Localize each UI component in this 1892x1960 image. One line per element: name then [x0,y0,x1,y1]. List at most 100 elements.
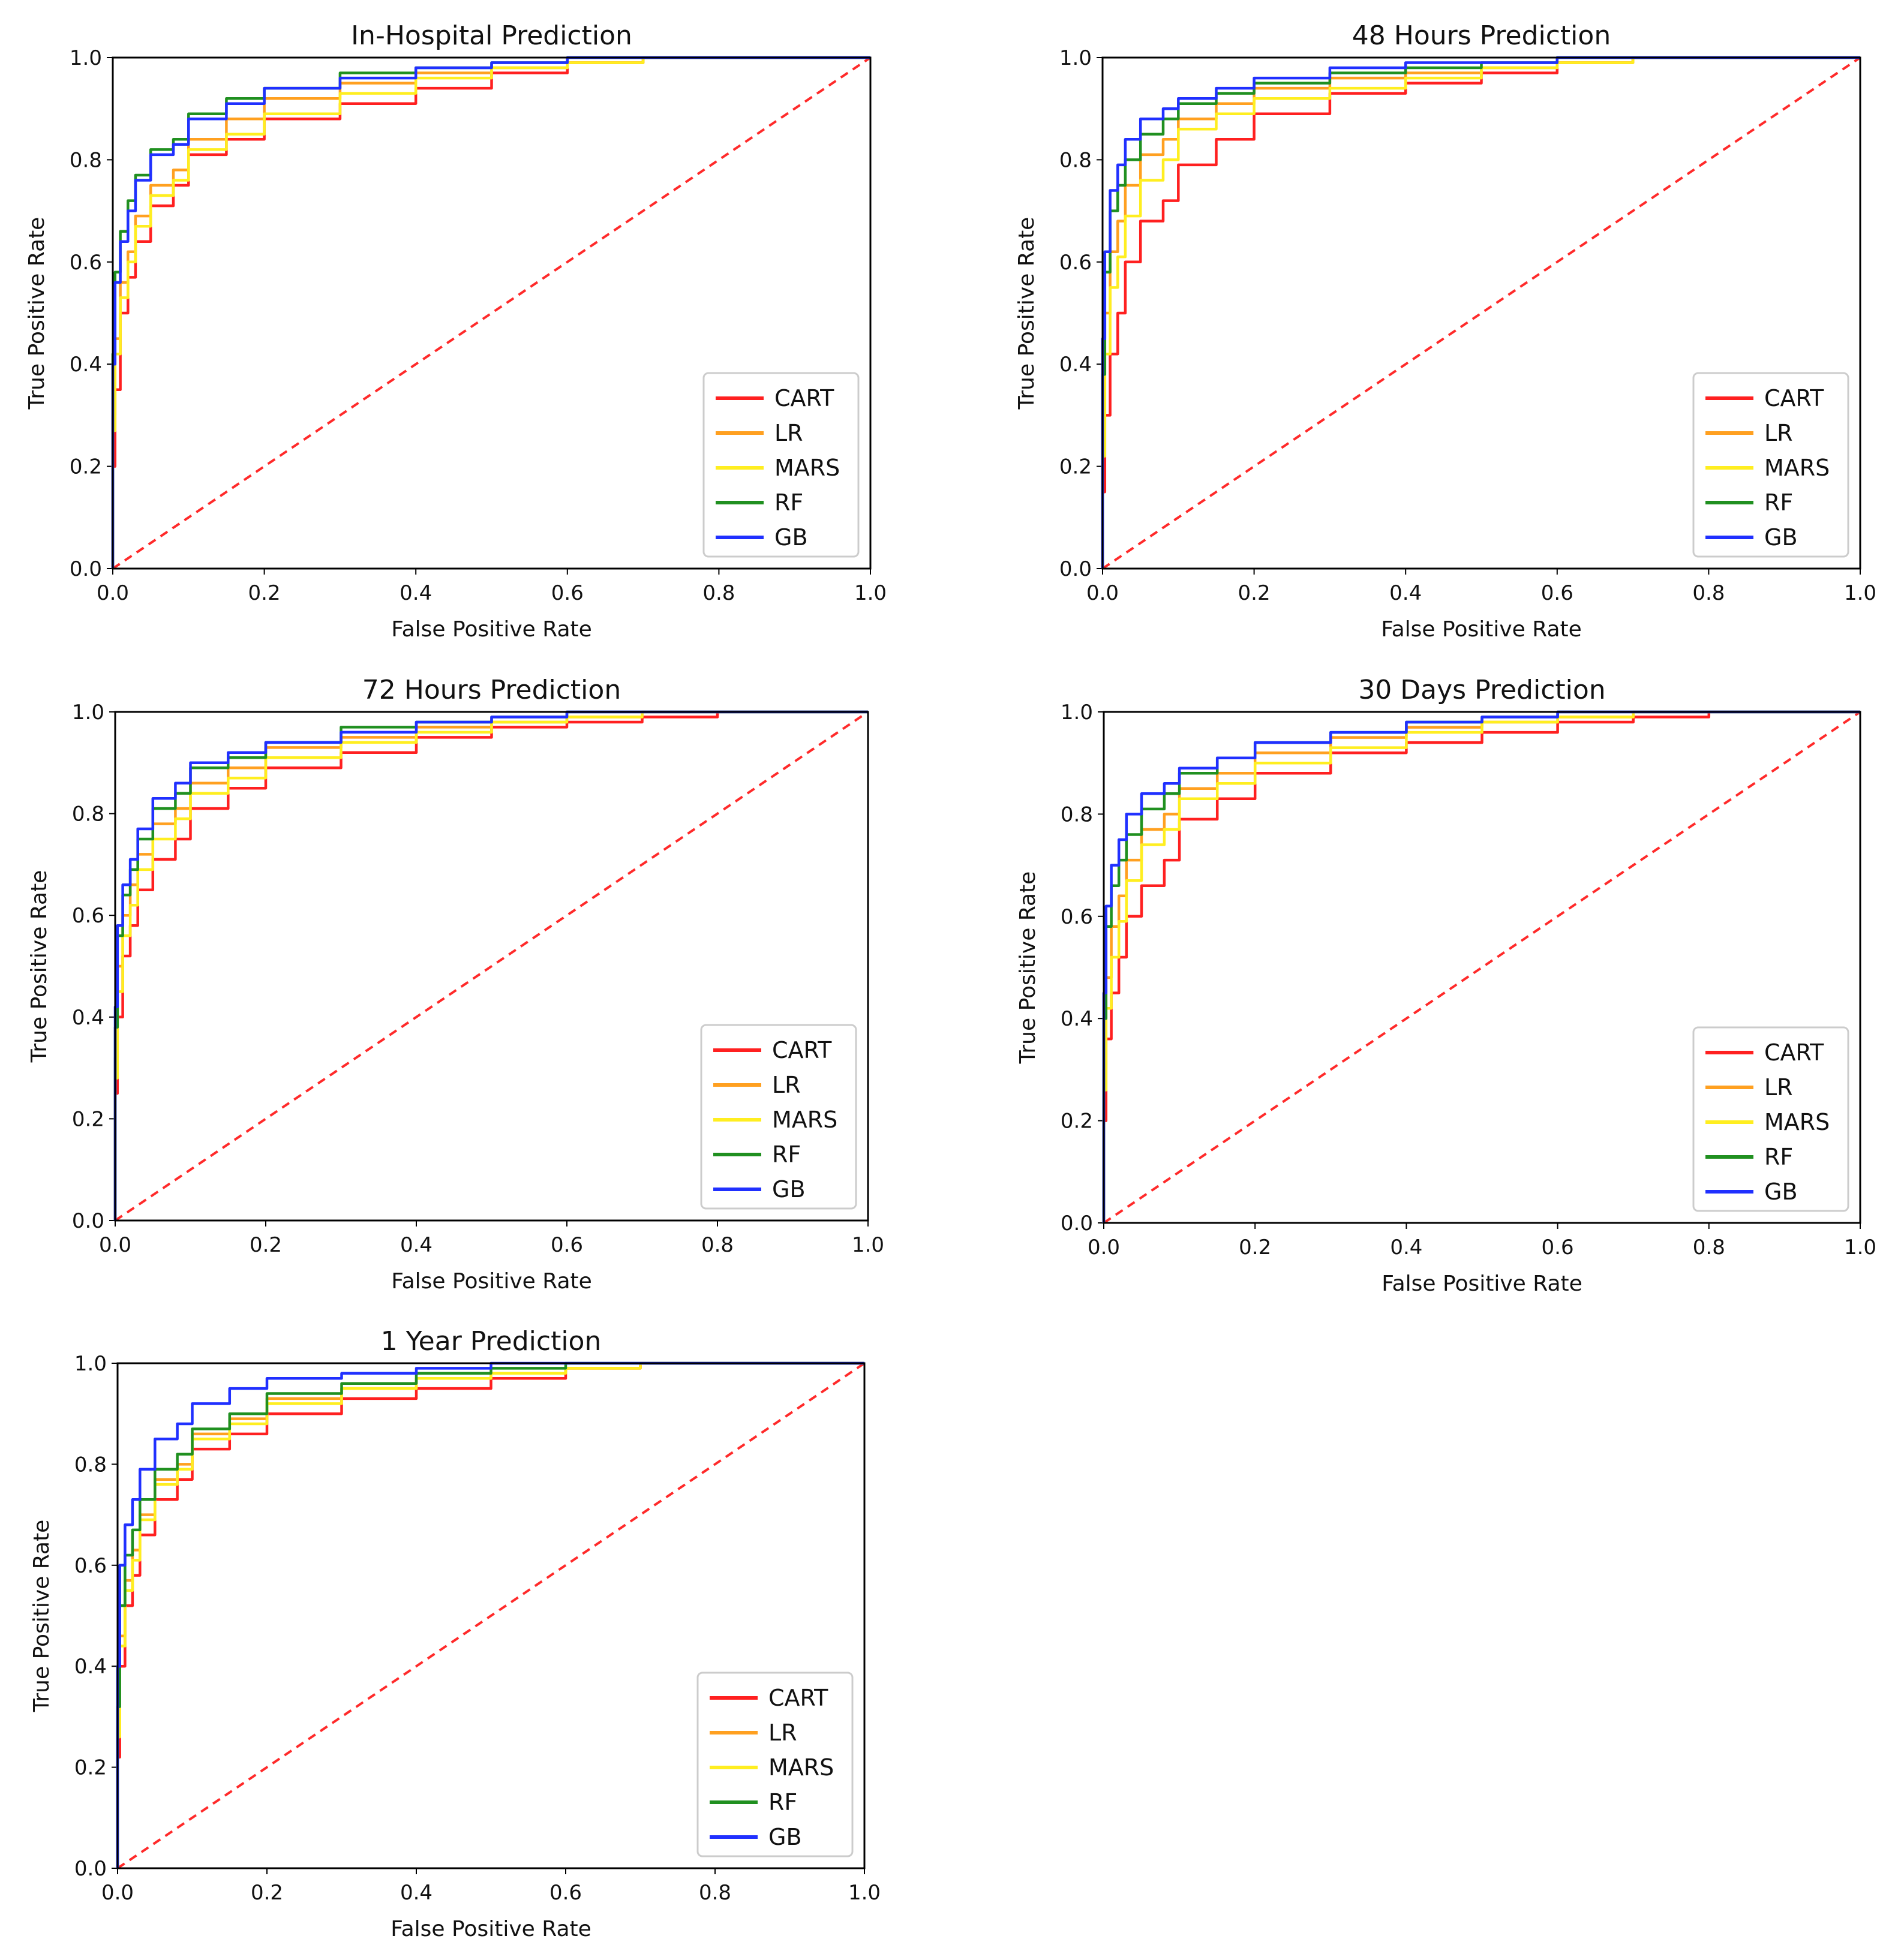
y-axis-label: True Positive Rate [1014,217,1039,410]
legend-label-cart: CART [772,1037,832,1063]
legend-label-cart: CART [768,1685,828,1711]
x-tick-label: 0.4 [400,1233,433,1257]
y-axis-label: True Positive Rate [25,217,49,410]
legend: CART LR MARS RF GB [702,372,860,558]
roc-panel-2: 48 Hours Prediction False Positive Rate Tr… [1014,20,1876,642]
roc-curve-gb [1102,710,1860,1223]
y-tick-label: 0.2 [72,1107,104,1131]
chance-diagonal-line [1101,56,1861,570]
legend-label-rf: RF [774,489,803,516]
chart-title: 1 Year Prediction [381,1326,602,1357]
legend-label-cart: CART [774,385,834,411]
legend-box [700,1024,857,1210]
roc-panel-1: In-Hospital Prediction False Positive Rat… [25,20,887,642]
x-axis-label: False Positive Rate [1382,1271,1582,1296]
y-tick-label: 0.6 [1061,905,1093,929]
y-tick-label: 0.4 [1059,353,1092,377]
legend-box [696,1672,854,1857]
x-tick-label: 0.4 [1389,581,1422,605]
y-tick-label: 0.6 [72,904,104,928]
roc-curve-gb [1101,56,1860,569]
legend-label-gb: GB [774,524,808,551]
roc-curve-mars [1101,56,1860,569]
y-axis-label: True Positive Rate [27,870,52,1063]
y-tick-label: 0.8 [1059,148,1092,172]
y-tick-label: 0.4 [1061,1007,1093,1031]
x-tick-label: 0.6 [551,581,584,605]
legend-label-gb: GB [772,1176,806,1203]
legend-label-rf: RF [768,1789,797,1815]
x-tick-label: 0.6 [1542,1235,1574,1259]
x-tick-label: 0.2 [251,1881,283,1905]
roc-panel-4: 30 Days Prediction False Positive Rate Tru… [1016,675,1876,1296]
chart-title: In-Hospital Prediction [351,20,632,51]
x-tick-label: 0.0 [1088,1235,1120,1259]
y-tick-label: 1.0 [1061,701,1093,725]
legend-label-mars: MARS [768,1754,834,1781]
chance-diagonal-line [114,711,869,1222]
legend-label-rf: RF [772,1141,801,1168]
y-tick-label: 0.4 [70,353,102,377]
legend-label-mars: MARS [1764,1109,1830,1135]
y-tick-label: 0.8 [70,148,102,172]
y-tick-label: 0.4 [74,1655,107,1679]
legend-label-mars: MARS [1764,455,1830,481]
x-tick-label: 1.0 [848,1881,881,1905]
y-tick-label: 0.0 [72,1209,104,1233]
legend-label-lr: LR [1764,1074,1793,1101]
y-tick-label: 0.0 [74,1857,107,1881]
roc-curve-cart [1102,710,1860,1223]
plot-frame [116,1362,866,1869]
plot-frame [112,56,872,570]
legend-box [1692,372,1849,558]
x-tick-label: 0.2 [1238,581,1271,605]
x-tick-label: 0.0 [97,581,129,605]
x-tick-label: 1.0 [852,1233,884,1257]
x-axis-label: False Positive Rate [1381,617,1582,642]
plot-frame [1101,56,1861,570]
roc-panel-5: 1 Year Prediction False Positive Rate True… [29,1326,881,1941]
x-tick-label: 0.0 [99,1233,131,1257]
x-tick-label: 0.0 [101,1881,134,1905]
x-tick-label: 1.0 [1844,1235,1876,1259]
y-tick-label: 0.2 [74,1756,107,1780]
chart-title: 30 Days Prediction [1358,675,1605,705]
legend-label-cart: CART [1764,1039,1824,1066]
plot-frame [1103,711,1861,1224]
y-tick-label: 0.8 [72,802,104,826]
x-tick-label: 0.2 [250,1233,282,1257]
roc-curve-mars [116,1361,864,1868]
legend-label-gb: GB [1764,1179,1798,1205]
legend-label-mars: MARS [774,455,840,481]
legend-box [702,372,860,558]
roc-curve-mars [111,56,870,569]
x-axis-label: False Positive Rate [391,617,592,642]
x-tick-label: 0.4 [400,581,432,605]
x-tick-label: 0.2 [1239,1235,1271,1259]
x-axis-label: False Positive Rate [391,1269,592,1294]
y-tick-label: 0.0 [1061,1212,1093,1235]
legend-box [1692,1026,1849,1212]
y-tick-label: 0.8 [74,1453,107,1477]
x-tick-label: 0.0 [1086,581,1119,605]
legend-label-lr: LR [1764,420,1793,446]
y-tick-label: 0.6 [70,251,102,275]
x-tick-label: 1.0 [854,581,887,605]
legend-label-rf: RF [1764,489,1793,516]
chart-title: 72 Hours Prediction [362,675,621,705]
chart-title: 48 Hours Prediction [1352,20,1611,51]
roc-curve-mars [113,710,868,1221]
chance-diagonal-line [1103,711,1861,1224]
x-tick-label: 1.0 [1844,581,1876,605]
legend-label-lr: LR [772,1072,801,1098]
legend-label-gb: GB [1764,524,1798,551]
y-tick-label: 0.6 [1059,251,1092,275]
y-tick-label: 0.2 [70,455,102,479]
legend: CART LR MARS RF GB [1692,372,1849,558]
x-tick-label: 0.6 [1541,581,1573,605]
y-tick-label: 1.0 [74,1352,107,1376]
x-tick-label: 0.8 [702,581,735,605]
y-tick-label: 0.2 [1059,455,1092,479]
y-tick-label: 1.0 [72,701,104,725]
legend-label-cart: CART [1764,385,1824,411]
